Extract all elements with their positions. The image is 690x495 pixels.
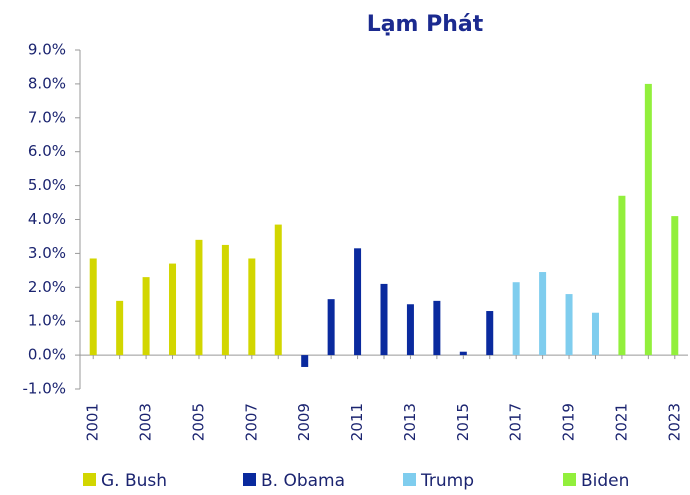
x-tick-label: 2003 [137,403,155,441]
x-tick-label: 2015 [454,403,472,441]
bar [512,282,520,356]
y-tick-label: 2.0% [28,278,66,296]
bar [539,272,547,356]
x-tick-label: 2017 [507,403,525,441]
y-tick-label: 0.0% [28,346,66,364]
bar [354,248,362,356]
y-tick-label: 1.0% [28,312,66,330]
bar [433,300,441,356]
bar [89,258,97,356]
y-tick-label: 5.0% [28,176,66,194]
chart-title: Lạm Phát [367,12,484,37]
y-tick-label: 4.0% [28,210,66,228]
y-tick-label: 7.0% [28,108,66,126]
bar [221,244,229,356]
x-tick-label: 2023 [665,403,683,441]
bar [591,312,599,356]
y-tick-label: 9.0% [28,41,66,59]
x-tick-label: 2009 [295,403,313,441]
legend-swatch [563,473,576,486]
bar [644,83,652,356]
bar [301,355,309,367]
y-tick-label: -1.0% [22,380,66,398]
bar [459,351,467,356]
bar [116,300,124,356]
bar [169,263,177,356]
legend-swatch [403,473,416,486]
x-tick-label: 2005 [189,403,207,441]
bar [248,258,256,356]
y-tick-label: 6.0% [28,142,66,160]
bar [274,224,282,356]
y-tick-label: 8.0% [28,74,66,92]
x-tick-label: 2001 [84,403,102,441]
legend-label: B. Obama [261,471,345,491]
bar [142,277,150,356]
x-tick-label: 2011 [348,403,366,441]
x-tick-label: 2013 [401,403,419,441]
legend-label: G. Bush [101,471,167,491]
legend-label: Trump [420,471,474,491]
x-tick-label: 2007 [242,403,260,441]
bar [618,195,626,356]
legend-swatch [83,473,96,486]
legend-swatch [243,473,256,486]
bar [195,239,203,356]
y-tick-label: 3.0% [28,244,66,262]
bar [327,299,335,356]
x-tick-label: 2021 [612,403,630,441]
legend-label: Biden [581,471,629,491]
bar [671,216,679,356]
bar [486,311,494,356]
bar [406,304,414,356]
bar [565,294,573,356]
bar [380,283,388,356]
x-tick-label: 2019 [560,403,578,441]
